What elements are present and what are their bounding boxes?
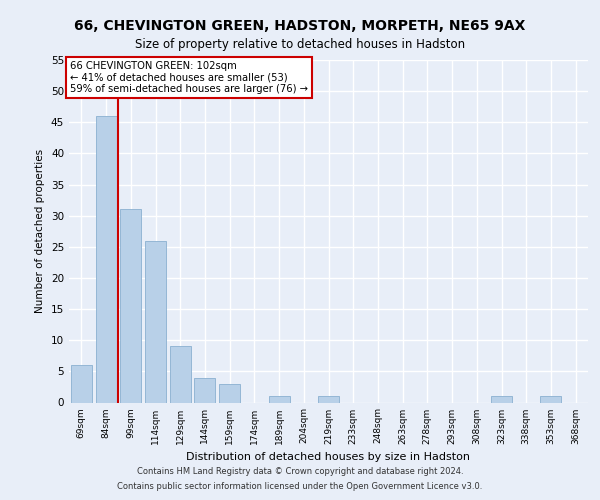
Bar [95, 116, 116, 403]
Text: Contains public sector information licensed under the Open Government Licence v3: Contains public sector information licen… [118, 482, 482, 491]
X-axis label: Distribution of detached houses by size in Hadston: Distribution of detached houses by size … [187, 452, 470, 462]
Text: Size of property relative to detached houses in Hadston: Size of property relative to detached ho… [135, 38, 465, 51]
Bar [170, 346, 191, 403]
Bar [491, 396, 512, 402]
Bar [269, 396, 290, 402]
Bar [71, 365, 92, 403]
Bar [194, 378, 215, 402]
Bar [318, 396, 339, 402]
Y-axis label: Number of detached properties: Number of detached properties [35, 149, 46, 314]
Text: Contains HM Land Registry data © Crown copyright and database right 2024.: Contains HM Land Registry data © Crown c… [137, 467, 463, 476]
Bar [145, 240, 166, 402]
Bar [541, 396, 562, 402]
Text: 66, CHEVINGTON GREEN, HADSTON, MORPETH, NE65 9AX: 66, CHEVINGTON GREEN, HADSTON, MORPETH, … [74, 19, 526, 33]
Bar [219, 384, 240, 402]
Text: 66 CHEVINGTON GREEN: 102sqm
← 41% of detached houses are smaller (53)
59% of sem: 66 CHEVINGTON GREEN: 102sqm ← 41% of det… [70, 61, 308, 94]
Bar [120, 210, 141, 402]
